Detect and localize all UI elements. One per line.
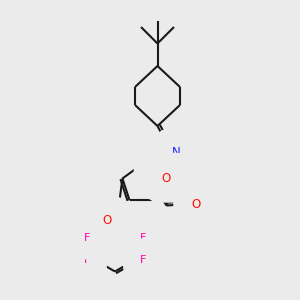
- Text: F: F: [140, 255, 146, 265]
- Text: O: O: [103, 214, 112, 227]
- Text: O: O: [161, 172, 171, 185]
- Text: F: F: [84, 233, 90, 243]
- Text: N: N: [172, 146, 181, 159]
- Text: F: F: [140, 233, 146, 243]
- Text: H: H: [150, 172, 159, 182]
- Text: N: N: [167, 170, 176, 184]
- Text: O: O: [191, 197, 200, 211]
- Text: F: F: [84, 255, 90, 265]
